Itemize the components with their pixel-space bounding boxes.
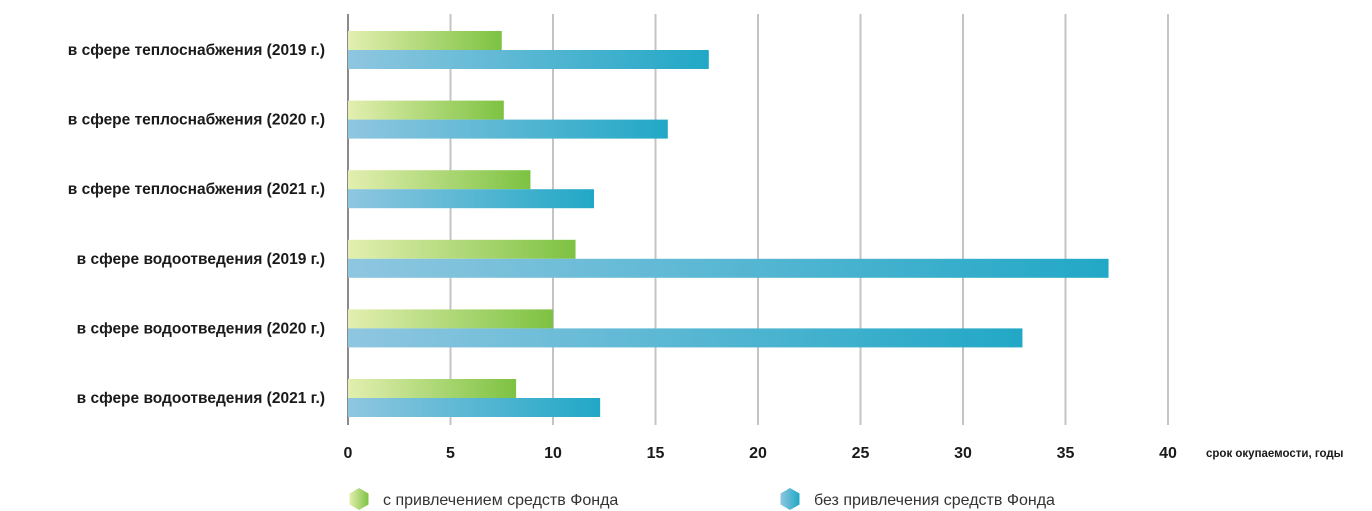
legend-label: без привлечения средств Фонда [814, 492, 1055, 509]
legend: с привлечением средств Фонда без привлече… [349, 488, 1055, 510]
bar-with-fund [348, 239, 576, 259]
bar-with-fund [348, 100, 504, 120]
bar-without-fund [348, 328, 1023, 348]
category-label: в сфере теплоснабжения (2021 г.) [68, 181, 325, 198]
bar-with-fund [348, 170, 531, 190]
legend-swatch-with-fund [349, 488, 369, 510]
bar-without-fund [348, 119, 668, 139]
grid-lines [347, 14, 1169, 425]
bar-with-fund [348, 31, 502, 50]
bar-without-fund [348, 398, 601, 417]
bar-without-fund [348, 189, 594, 209]
category-label: в сфере водоотведения (2021 г.) [77, 390, 325, 407]
x-tick-label: 25 [852, 445, 870, 462]
category-labels: в сфере теплоснабжения (2019 г.) в сфере … [68, 42, 325, 407]
category-label: в сфере теплоснабжения (2020 г.) [68, 112, 325, 129]
bar-without-fund [348, 258, 1109, 278]
bar-without-fund [348, 50, 709, 69]
bars [348, 31, 1109, 417]
legend-swatch-without-fund [780, 488, 800, 510]
x-tick-labels: 0 5 10 15 20 25 30 35 40 [344, 445, 1177, 462]
x-tick-label: 30 [954, 445, 972, 462]
category-label: в сфере водоотведения (2019 г.) [77, 251, 325, 268]
x-tick-label: 40 [1159, 445, 1177, 462]
bar-with-fund [348, 379, 517, 398]
x-tick-label: 5 [446, 445, 455, 462]
x-tick-label: 15 [647, 445, 665, 462]
x-axis-title: срок окупаемости, годы [1206, 448, 1344, 460]
x-tick-label: 35 [1057, 445, 1075, 462]
legend-label: с привлечением средств Фонда [383, 492, 618, 509]
category-label: в сфере теплоснабжения (2019 г.) [68, 42, 325, 59]
bar-with-fund [348, 309, 553, 329]
category-label: в сфере водоотведения (2020 г.) [77, 320, 325, 337]
x-tick-label: 10 [544, 445, 562, 462]
x-tick-label: 0 [344, 445, 353, 462]
x-tick-label: 20 [749, 445, 767, 462]
